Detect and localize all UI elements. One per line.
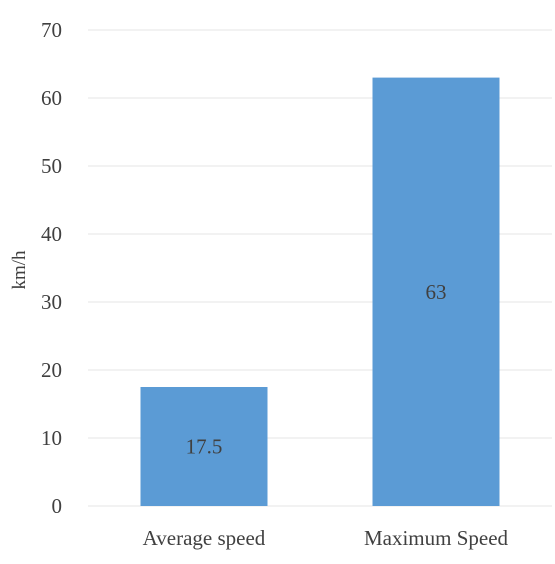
x-axis-categories: Average speed Maximum Speed xyxy=(143,526,509,550)
bar-data-label: 63 xyxy=(426,280,447,304)
bar xyxy=(372,77,500,506)
y-axis-ticks: 0 10 20 30 40 50 60 70 xyxy=(41,18,62,518)
bars xyxy=(140,77,500,506)
bar-data-label: 17.5 xyxy=(186,435,223,459)
y-tick-label: 50 xyxy=(41,154,62,178)
x-category-label: Average speed xyxy=(143,526,266,550)
y-tick-label: 40 xyxy=(41,222,62,246)
y-axis-title: km/h xyxy=(9,250,30,290)
y-tick-label: 60 xyxy=(41,86,62,110)
bar xyxy=(140,387,268,506)
y-tick-label: 70 xyxy=(41,18,62,42)
x-category-label: Maximum Speed xyxy=(364,526,509,550)
y-tick-label: 20 xyxy=(41,358,62,382)
data-labels: 17.5 63 xyxy=(186,280,447,459)
y-tick-label: 30 xyxy=(41,290,62,314)
y-tick-label: 10 xyxy=(41,426,62,450)
y-tick-label: 0 xyxy=(52,494,63,518)
